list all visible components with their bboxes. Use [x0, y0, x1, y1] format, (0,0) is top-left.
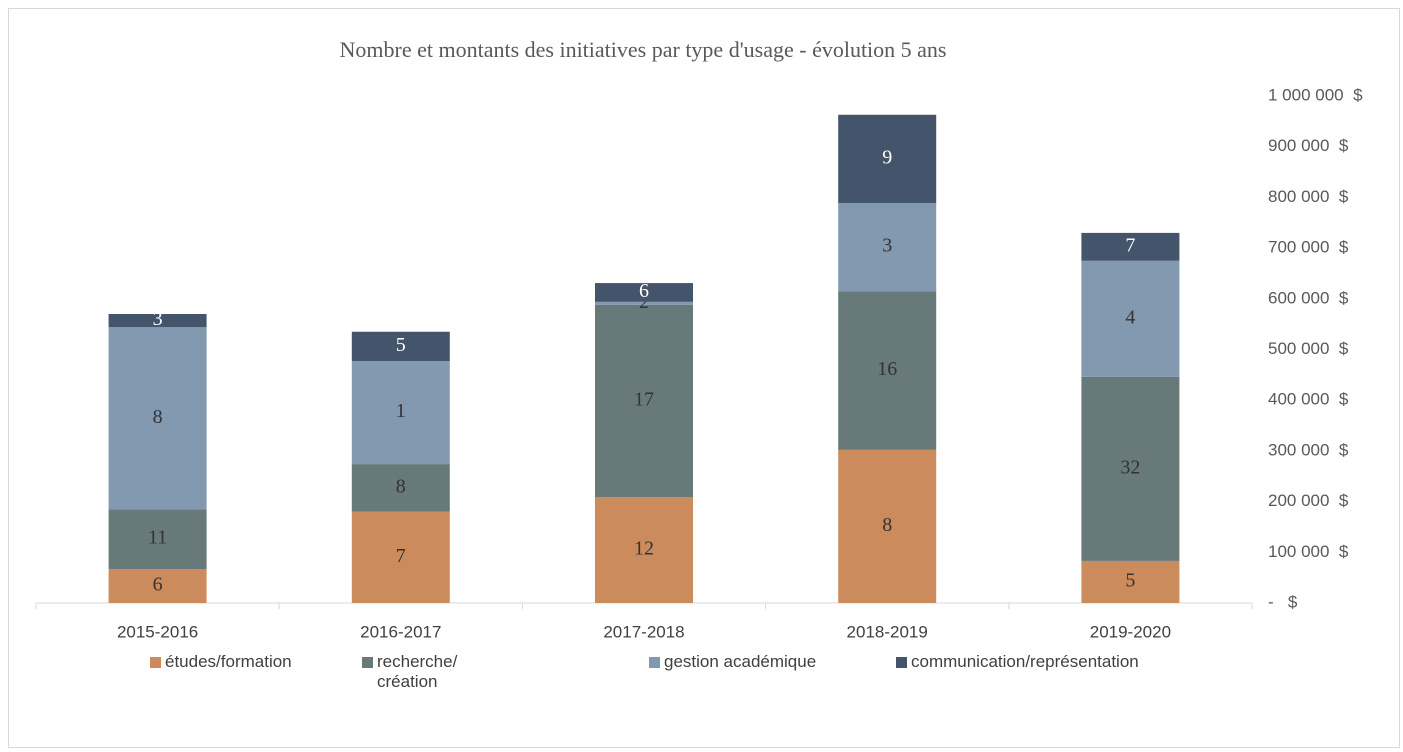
data-label: 6: [153, 574, 163, 596]
bar-segment: [595, 497, 693, 603]
bar-segment: [108, 569, 207, 603]
y-tick-label: 700 000 $: [1268, 238, 1349, 257]
y-tick-label: 600 000 $: [1268, 288, 1349, 307]
bar-segment: [595, 301, 693, 305]
y-tick-label: 300 000 $: [1268, 440, 1349, 459]
data-label: 7: [396, 545, 406, 567]
bar-segment: [351, 464, 450, 512]
legend-item: gestion académique: [649, 652, 874, 692]
x-tick-label: 2015-2016: [117, 622, 198, 641]
legend-swatch: [896, 657, 907, 668]
y-tick-label: - $: [1268, 592, 1298, 611]
data-label: 4: [1125, 306, 1135, 328]
bar-segment: [838, 449, 937, 603]
legend: études/formation recherche/ création gesti…: [150, 652, 1300, 692]
legend-label: gestion académique: [664, 652, 817, 671]
data-label: 3: [882, 235, 892, 257]
data-label: 17: [634, 389, 654, 411]
legend-label: études/formation: [165, 652, 292, 671]
chart-title: Nombre et montants des initiatives par t…: [340, 37, 947, 62]
bar-segment: [108, 314, 207, 328]
legend-swatch: [649, 657, 660, 668]
bar-segment: [1081, 232, 1180, 261]
bar-segment: [351, 511, 450, 603]
bar-segment: [595, 304, 693, 498]
data-label: 8: [153, 406, 163, 428]
data-label: 8: [396, 476, 406, 498]
legend-swatch: [362, 657, 373, 668]
bar-segment: [1081, 260, 1180, 377]
x-tick-label: 2019-2020: [1090, 622, 1171, 641]
bar-segment: [108, 509, 207, 570]
legend-item: recherche/ création: [362, 652, 627, 692]
legend-item: études/formation: [150, 652, 340, 692]
bar-segment: [351, 331, 450, 362]
data-label: 12: [634, 538, 654, 560]
bar-segment: [595, 283, 693, 302]
data-label: 6: [639, 280, 649, 302]
legend-label: communication/représentation: [911, 652, 1139, 671]
data-label: 1: [396, 400, 406, 422]
legend-swatch: [150, 657, 161, 668]
data-label: 9: [882, 146, 892, 168]
bar-segment: [351, 361, 450, 465]
legend-item: communication/représentation: [896, 652, 1196, 692]
x-tick-label: 2017-2018: [603, 622, 684, 641]
bar-segment: [838, 202, 937, 292]
y-tick-label: 900 000 $: [1268, 136, 1349, 155]
bar-segment: [838, 114, 937, 203]
y-tick-label: 400 000 $: [1268, 390, 1349, 409]
data-label: 7: [1125, 234, 1135, 256]
y-tick-label: 100 000 $: [1268, 542, 1349, 561]
data-label: 8: [882, 514, 892, 536]
y-tick-label: 1 000 000 $: [1268, 85, 1363, 104]
bar-segment: [1081, 376, 1180, 561]
data-label: 2: [639, 291, 649, 313]
legend-label: recherche/ création: [377, 652, 458, 691]
data-label: 3: [153, 308, 163, 330]
data-label: 11: [148, 527, 167, 549]
x-tick-label: 2018-2019: [847, 622, 928, 641]
bar-segment: [1081, 560, 1180, 603]
y-tick-label: 800 000 $: [1268, 187, 1349, 206]
data-label: 16: [877, 358, 897, 380]
data-label: 32: [1120, 456, 1140, 478]
x-tick-label: 2016-2017: [360, 622, 441, 641]
data-label: 5: [1125, 570, 1135, 592]
chart-frame: [8, 8, 1400, 748]
bar-segment: [838, 291, 937, 450]
bar-segment: [108, 327, 207, 510]
y-tick-label: 200 000 $: [1268, 491, 1349, 510]
data-label: 5: [396, 334, 406, 356]
y-tick-label: 500 000 $: [1268, 339, 1349, 358]
